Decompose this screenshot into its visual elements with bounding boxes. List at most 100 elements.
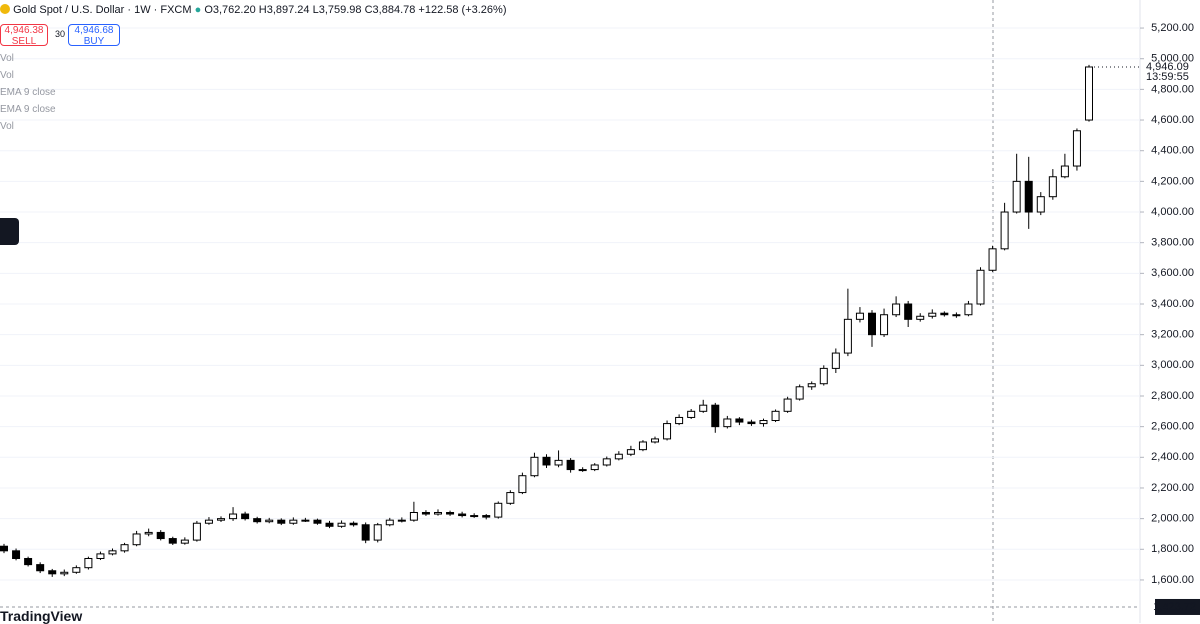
last-price-label: 4,946.09 (1146, 61, 1189, 73)
y-tick-label: 1,800.00 (1151, 543, 1194, 555)
indicator[interactable]: EMA 9 close (0, 87, 56, 98)
y-tick-label: 3,800.00 (1151, 237, 1194, 249)
indicator[interactable]: Vol (0, 121, 14, 132)
crosshair-price-box (1155, 598, 1200, 615)
sell-price: 4,946.38 (4, 25, 44, 36)
legend-close: C3,884.78 (364, 4, 416, 16)
y-tick-label: 3,400.00 (1151, 298, 1194, 310)
candle-body (687, 410, 696, 418)
candle-body (699, 404, 708, 412)
candle-body (723, 418, 732, 428)
sell-label: SELL (11, 36, 37, 47)
candle-body (301, 519, 310, 522)
candle-body (843, 318, 852, 354)
candle-body (783, 398, 792, 412)
candle-body (1072, 130, 1081, 167)
candle-body (446, 511, 455, 515)
y-tick-label: 2,800.00 (1151, 390, 1194, 402)
candle-body (397, 519, 406, 522)
legend-high: H3,897.24 (258, 4, 310, 16)
candle-body (1000, 211, 1009, 250)
candle-body (48, 570, 57, 575)
brand: TradingView (0, 608, 83, 624)
y-tick-label: 3,200.00 (1151, 329, 1194, 341)
candle-body (578, 469, 587, 472)
y-tick-label: 3,000.00 (1151, 359, 1194, 371)
candle-body (289, 519, 298, 524)
candle-body (434, 511, 442, 515)
candle-body (265, 519, 274, 523)
candle-body (458, 513, 467, 517)
candle-body (349, 522, 358, 526)
buy-button[interactable]: 4,946.68 BUY (68, 24, 120, 47)
indicator[interactable]: EMA 9 close (0, 104, 56, 115)
legend: Gold Spot / U.S. Dollar · 1W · FXCM ● O3… (0, 4, 507, 16)
y-tick-label: 2,200.00 (1151, 482, 1194, 494)
candle-body (868, 312, 876, 336)
candle-body (542, 456, 551, 466)
candle-body (1060, 165, 1069, 178)
candle-body (506, 492, 515, 504)
candle-body (1048, 176, 1057, 198)
candle-body (253, 518, 262, 523)
candle-body (24, 557, 33, 566)
indicator[interactable]: Vol (0, 53, 14, 64)
candle-body (940, 312, 949, 316)
status-dot: ● (194, 4, 202, 16)
candle-body (1024, 180, 1033, 213)
candle-body (96, 553, 105, 559)
candle-body (180, 539, 189, 544)
symbol-icon (0, 4, 10, 14)
side-button[interactable] (0, 218, 19, 245)
candle-body (602, 458, 611, 466)
symbol: Gold Spot / U.S. Dollar · 1W · FXCM (13, 4, 192, 16)
candle-body (470, 515, 479, 518)
candle-body (807, 383, 816, 388)
indicator[interactable]: Vol (0, 70, 14, 81)
candle-body (156, 531, 165, 540)
candle-body (421, 511, 430, 515)
countdown: 13:59:55 (1146, 71, 1189, 83)
y-tick-label: 4,000.00 (1151, 206, 1194, 218)
candle-body (831, 352, 840, 369)
candle-body (759, 420, 768, 425)
candle-body (916, 315, 925, 320)
candle-body (361, 524, 370, 541)
candle-body (735, 418, 744, 423)
candle-body (168, 538, 177, 544)
y-tick-label: 5,200.00 (1151, 22, 1194, 34)
candle-body (313, 519, 322, 524)
candle-body (819, 367, 828, 385)
candle-body (482, 515, 491, 518)
candle-body (651, 438, 659, 443)
candle-body (192, 522, 201, 541)
candle-body (892, 303, 901, 316)
candle-body (277, 519, 286, 524)
candle-body (795, 386, 804, 400)
candle-body (0, 545, 8, 552)
candle-body (120, 544, 129, 552)
candle-body (1085, 66, 1093, 121)
candle-body (36, 564, 45, 572)
candle-body (747, 421, 756, 425)
candle-body (675, 416, 684, 425)
y-tick-label: 4,800.00 (1151, 83, 1194, 95)
sell-button[interactable]: 4,946.38 SELL (0, 24, 48, 47)
candle-body (1012, 180, 1021, 213)
candle-body (530, 456, 539, 477)
candle-body (626, 449, 635, 455)
y-tick-label: 2,000.00 (1151, 513, 1194, 525)
candle-body (771, 410, 780, 422)
candle-body (204, 519, 213, 524)
candle-body (144, 531, 153, 535)
candle-body (554, 459, 563, 466)
candle-body (590, 464, 599, 471)
candle-body (373, 524, 382, 541)
candle-body (409, 511, 418, 521)
candle-body (880, 314, 889, 336)
candle-body (337, 522, 346, 527)
legend-open: O3,762.20 (204, 4, 256, 16)
candle-body (385, 519, 394, 526)
candle-body (964, 303, 973, 316)
